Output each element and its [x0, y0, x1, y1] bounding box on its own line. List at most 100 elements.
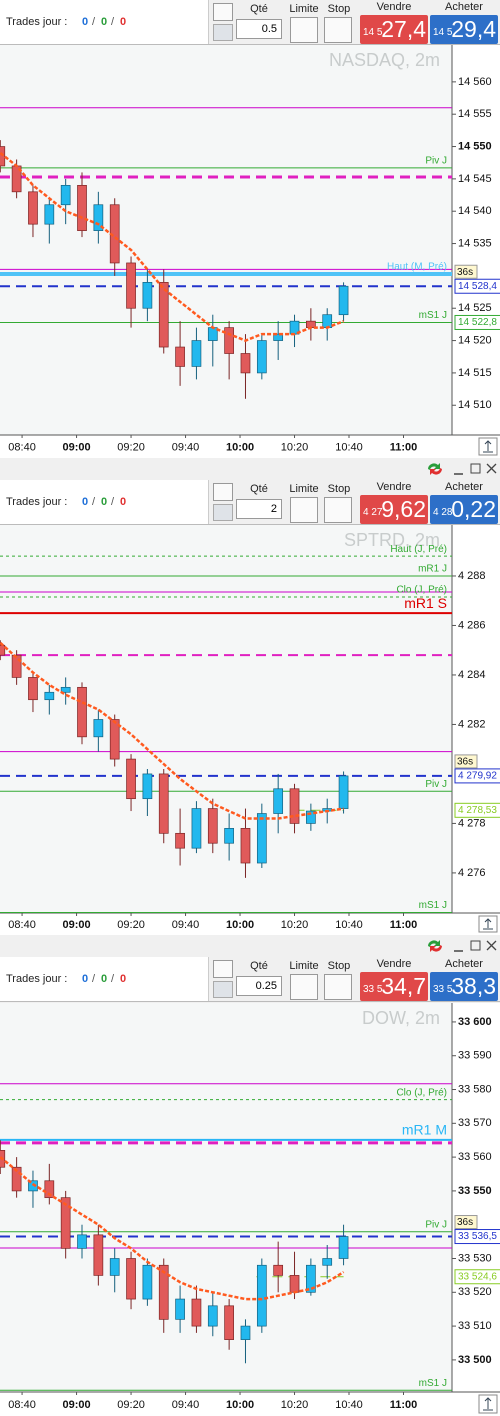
level-label: Haut (M, Pré) [387, 262, 447, 273]
refresh-icon[interactable] [428, 940, 440, 947]
qty-input[interactable]: 0.5 [236, 19, 282, 39]
trades-area: Trades jour :0/0/0 [0, 480, 209, 524]
candle-body [306, 1264, 316, 1293]
settings-button[interactable] [213, 960, 233, 978]
candle-body [126, 758, 136, 800]
candle-body [44, 1180, 55, 1199]
stop-button[interactable] [324, 17, 352, 43]
sell-price-prefix: 33 5 [363, 984, 383, 995]
sell-price-prefix: 4 27 [363, 507, 383, 518]
y-tick-label: 14 560 [458, 76, 492, 88]
y-tick-label: 33 530 [458, 1252, 492, 1264]
x-tick-label: 08:40 [8, 441, 36, 453]
qty-input[interactable]: 0.25 [236, 976, 282, 996]
sell-label: Vendre [376, 481, 412, 493]
limit-button[interactable] [290, 974, 318, 1000]
x-tick-label: 09:20 [117, 919, 145, 931]
y-axis-background [452, 45, 500, 435]
y-tick-label: 14 520 [458, 334, 492, 346]
trades-count: 0 [101, 16, 108, 28]
y-tick-label: 4 284 [458, 669, 486, 681]
x-axis-background [0, 1392, 500, 1416]
y-tick-label: 33 520 [458, 1286, 492, 1298]
settings-button[interactable] [213, 3, 233, 21]
price-tag-label: 4 279,92 [458, 771, 497, 782]
sell-button[interactable]: 4 27 9,62 [360, 495, 428, 524]
buy-button[interactable]: 33 5 38,3 [430, 972, 498, 1001]
settings-button[interactable] [213, 483, 233, 501]
close-button[interactable] [486, 463, 497, 474]
refresh-icon[interactable] [430, 468, 442, 475]
level-label: Piv J [425, 1219, 447, 1230]
candle-body [142, 1264, 153, 1300]
close-button[interactable] [486, 940, 497, 951]
candle-body [289, 1275, 300, 1293]
level-label: Piv J [425, 779, 447, 790]
limit-button[interactable] [290, 497, 318, 523]
candle-body [175, 832, 185, 849]
candle-body [240, 828, 251, 864]
candle-body [93, 204, 104, 231]
y-tick-label: 14 550 [458, 140, 492, 152]
candle-body [77, 184, 87, 231]
candle-body [142, 282, 153, 309]
limit-button[interactable] [290, 17, 318, 43]
candle-body [338, 775, 349, 809]
sell-button[interactable]: 14 5 27,4 [360, 15, 428, 44]
y-tick-label: 4 282 [458, 718, 486, 730]
level-label: mS1 J [419, 310, 447, 321]
stop-label: Stop [327, 483, 351, 495]
sell-button[interactable]: 33 5 34,7 [360, 972, 428, 1001]
chart-title: NASDAQ, 2m [329, 50, 440, 70]
candle-body [109, 719, 120, 760]
maximize-button[interactable] [470, 463, 481, 474]
trades-count: 0 [120, 496, 127, 508]
x-tick-label: 10:40 [335, 441, 363, 453]
y-tick-label: 14 515 [458, 367, 492, 379]
refresh-icon[interactable] [430, 945, 442, 952]
sell-price: 9,62 [381, 496, 426, 522]
candle-body [273, 333, 284, 341]
buy-button[interactable]: 14 5 29,4 [430, 15, 498, 44]
keypad-button[interactable] [213, 504, 233, 521]
stop-button[interactable] [324, 497, 352, 523]
plot-area [0, 1083, 452, 1391]
x-axis-background [0, 913, 500, 935]
x-tick-label: 10:20 [281, 1399, 309, 1411]
trades-separator: / [111, 973, 115, 985]
moving-average [0, 152, 345, 342]
x-tick-label: 09:20 [117, 441, 145, 453]
stop-label: Stop [327, 3, 351, 15]
y-tick-label: 33 600 [458, 1016, 492, 1028]
maximize-button[interactable] [470, 940, 481, 951]
trades-separator: / [111, 496, 115, 508]
candle-body [175, 1298, 185, 1320]
refresh-icon[interactable] [428, 463, 440, 470]
qty-label: Qté [250, 960, 268, 972]
candle-body [0, 644, 6, 656]
window-title-bar [0, 935, 500, 957]
price-tag [454, 768, 500, 784]
buy-button[interactable]: 4 28 0,22 [430, 495, 498, 524]
x-tick-label: 10:40 [335, 919, 363, 931]
candle-body [191, 808, 202, 849]
trades-label: Trades jour : [6, 16, 68, 28]
candle-body [322, 1258, 333, 1266]
keypad-button[interactable] [213, 981, 233, 998]
timer-label: 36s [457, 757, 473, 768]
trades-label: Trades jour : [6, 496, 68, 508]
timer-label: 36s [457, 1217, 473, 1228]
keypad-button[interactable] [213, 24, 233, 41]
stop-button[interactable] [324, 974, 352, 1000]
trades-separator: / [92, 973, 96, 985]
buy-price-prefix: 33 5 [433, 984, 453, 995]
x-tick-label: 09:20 [117, 1399, 145, 1411]
candle-body [240, 1325, 251, 1340]
candle-body [224, 828, 234, 844]
x-tick-label: 09:40 [172, 441, 200, 453]
qty-input[interactable]: 2 [236, 499, 282, 519]
y-tick-label: 4 276 [458, 867, 486, 879]
candle-body [28, 191, 38, 225]
price-chart: NASDAQ, 2m 14 560 14 555 14 550 14 545 14 540… [0, 45, 500, 458]
